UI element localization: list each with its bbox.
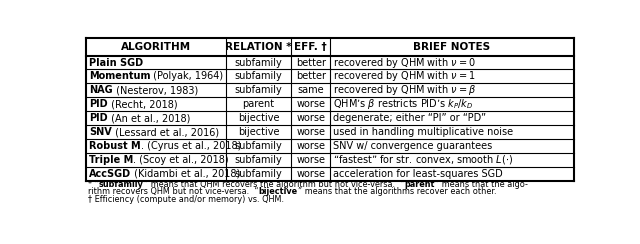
Text: rithm recovers QHM but not vice-versa.  “: rithm recovers QHM but not vice-versa. “: [88, 187, 259, 196]
Text: subfamily: subfamily: [235, 58, 282, 68]
Text: PID: PID: [89, 113, 108, 123]
Text: Momentum: Momentum: [89, 71, 150, 81]
Text: worse: worse: [296, 169, 325, 179]
Text: (Nesterov, 1983): (Nesterov, 1983): [113, 85, 198, 95]
Text: Triple M: Triple M: [89, 155, 133, 165]
Text: ” means that the algo-: ” means that the algo-: [435, 180, 527, 189]
Text: better: better: [296, 71, 326, 81]
Text: subfamily: subfamily: [235, 155, 282, 165]
Text: Robust M: Robust M: [89, 141, 141, 151]
Text: BRIEF NOTES: BRIEF NOTES: [413, 42, 491, 52]
Text: worse: worse: [296, 127, 325, 137]
Text: acceleration for least-squares SGD: acceleration for least-squares SGD: [333, 169, 502, 179]
Text: (Recht, 2018): (Recht, 2018): [108, 99, 177, 109]
Text: recovered by QHM with $\nu = 0$: recovered by QHM with $\nu = 0$: [333, 56, 476, 70]
Text: † Efficiency (compute and/or memory) vs. QHM.: † Efficiency (compute and/or memory) vs.…: [88, 195, 284, 204]
Text: worse: worse: [296, 141, 325, 151]
Text: . (Scoy et al., 2018): . (Scoy et al., 2018): [133, 155, 229, 165]
Text: ” means that the algorithms recover each other.: ” means that the algorithms recover each…: [298, 187, 496, 196]
Text: worse: worse: [296, 113, 325, 123]
Text: subfamily: subfamily: [235, 141, 282, 151]
Text: recovered by QHM with $\nu = 1$: recovered by QHM with $\nu = 1$: [333, 70, 476, 83]
Text: bijective: bijective: [238, 113, 279, 123]
Text: AccSGD: AccSGD: [89, 169, 131, 179]
Text: . (Cyrus et al., 2018): . (Cyrus et al., 2018): [141, 141, 241, 151]
Text: parent: parent: [243, 99, 275, 109]
Text: worse: worse: [296, 99, 325, 109]
Text: ” means that QHM recovers the algorithm but not vice-versa.  “: ” means that QHM recovers the algorithm …: [143, 180, 404, 189]
Text: NAG: NAG: [89, 85, 113, 95]
Text: RELATION *: RELATION *: [225, 42, 292, 52]
Text: worse: worse: [296, 155, 325, 165]
Text: SNV: SNV: [89, 127, 111, 137]
Text: subfamily: subfamily: [235, 85, 282, 95]
Text: Plain SGD: Plain SGD: [89, 58, 143, 68]
Text: subfamily: subfamily: [235, 71, 282, 81]
Text: (An et al., 2018): (An et al., 2018): [108, 113, 190, 123]
Text: EFF. †: EFF. †: [294, 42, 327, 52]
Text: (Lessard et al., 2016): (Lessard et al., 2016): [111, 127, 219, 137]
Text: ALGORITHM: ALGORITHM: [122, 42, 191, 52]
Text: SNV w/ convergence guarantees: SNV w/ convergence guarantees: [333, 141, 492, 151]
Text: recovered by QHM with $\nu = \beta$: recovered by QHM with $\nu = \beta$: [333, 83, 476, 97]
Text: better: better: [296, 58, 326, 68]
Text: (Polyak, 1964): (Polyak, 1964): [150, 71, 223, 81]
Text: bijective: bijective: [238, 127, 279, 137]
Text: QHM’s $\beta$ restricts PID’s $k_P/k_D$: QHM’s $\beta$ restricts PID’s $k_P/k_D$: [333, 97, 474, 111]
Text: same: same: [298, 85, 324, 95]
Text: subfamily: subfamily: [235, 169, 282, 179]
Text: used in handling multiplicative noise: used in handling multiplicative noise: [333, 127, 513, 137]
Text: bijective: bijective: [259, 187, 298, 196]
Text: PID: PID: [89, 99, 108, 109]
Text: * “: * “: [88, 180, 99, 189]
Text: (Kidambi et al., 2018): (Kidambi et al., 2018): [131, 169, 240, 179]
Text: degenerate; either “PI” or “PD”: degenerate; either “PI” or “PD”: [333, 113, 486, 123]
Text: parent: parent: [404, 180, 435, 189]
Text: subfamily: subfamily: [99, 180, 143, 189]
Text: “fastest” for str. convex, smooth $L(\cdot)$: “fastest” for str. convex, smooth $L(\cd…: [333, 153, 513, 166]
